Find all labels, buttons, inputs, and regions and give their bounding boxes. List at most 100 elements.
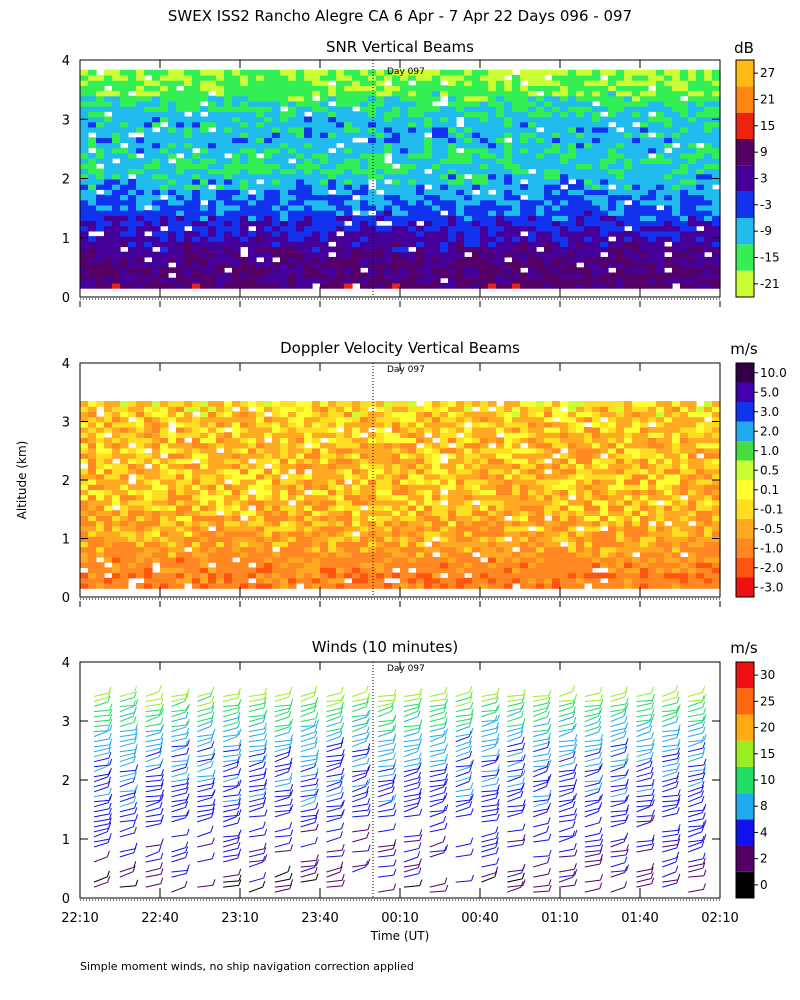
- heatmap-cell: [464, 473, 473, 480]
- heatmap-cell: [160, 142, 169, 149]
- heatmap-cell: [160, 572, 169, 579]
- heatmap-cell: [440, 416, 449, 423]
- heatmap-cell: [368, 437, 377, 444]
- heatmap-cell: [112, 572, 121, 579]
- heatmap-cell: [344, 536, 353, 542]
- heatmap-cell: [400, 262, 409, 268]
- heatmap-cell: [88, 199, 97, 206]
- heatmap-cell: [496, 199, 505, 206]
- heatmap-cell: [656, 251, 665, 258]
- heatmap-cell: [456, 557, 465, 563]
- heatmap-cell: [664, 100, 673, 107]
- heatmap-cell: [416, 432, 425, 438]
- heatmap-cell: [224, 515, 233, 522]
- heatmap-cell: [192, 484, 201, 490]
- heatmap-cell: [176, 256, 185, 263]
- heatmap-cell: [208, 463, 217, 470]
- heatmap-cell: [280, 241, 289, 248]
- heatmap-cell: [552, 116, 561, 123]
- heatmap-cell: [432, 236, 441, 242]
- heatmap-cell: [416, 215, 425, 222]
- heatmap-cell: [104, 557, 113, 563]
- heatmap-cell: [232, 163, 241, 170]
- heatmap-cell: [272, 204, 281, 211]
- heatmap-cell: [664, 204, 673, 211]
- heatmap-cell: [552, 262, 561, 268]
- heatmap-cell: [616, 163, 625, 170]
- heatmap-cell: [144, 416, 153, 423]
- heatmap-cell: [392, 74, 401, 81]
- heatmap-cell: [240, 437, 249, 444]
- heatmap-cell: [256, 126, 265, 133]
- heatmap-cell: [240, 567, 249, 574]
- heatmap-cell: [624, 194, 633, 201]
- heatmap-cell: [368, 215, 377, 222]
- heatmap-cell: [336, 557, 345, 563]
- heatmap-cell: [120, 427, 129, 433]
- heatmap-cell: [576, 277, 585, 284]
- heatmap-cell: [408, 121, 417, 128]
- heatmap-cell: [336, 551, 345, 558]
- heatmap-cell: [528, 178, 537, 185]
- heatmap-cell: [112, 189, 121, 196]
- heatmap-cell: [648, 178, 657, 185]
- heatmap-cell: [160, 562, 169, 568]
- heatmap-cell: [664, 69, 673, 76]
- heatmap-cell: [264, 562, 273, 568]
- heatmap-cell: [384, 536, 393, 542]
- heatmap-cell: [264, 447, 273, 454]
- heatmap-cell: [704, 277, 713, 284]
- heatmap-cell: [256, 121, 265, 128]
- heatmap-cell: [296, 489, 305, 496]
- heatmap-cell: [232, 85, 241, 92]
- heatmap-cell: [96, 494, 105, 501]
- heatmap-cell: [304, 427, 313, 433]
- heatmap-cell: [424, 236, 433, 242]
- heatmap-cell: [88, 432, 97, 438]
- heatmap-cell: [560, 142, 569, 149]
- heatmap-cell: [192, 562, 201, 568]
- heatmap-cell: [128, 152, 137, 159]
- heatmap-cell: [192, 515, 201, 522]
- heatmap-cell: [416, 178, 425, 185]
- heatmap-cell: [328, 277, 337, 284]
- heatmap-cell: [536, 199, 545, 206]
- heatmap-cell: [248, 499, 257, 506]
- heatmap-cell: [240, 473, 249, 480]
- heatmap-cell: [176, 401, 185, 407]
- heatmap-cell: [256, 210, 265, 216]
- heatmap-cell: [536, 241, 545, 248]
- heatmap-cell: [400, 194, 409, 201]
- heatmap-cell: [656, 158, 665, 164]
- heatmap-cell: [480, 163, 489, 170]
- heatmap-cell: [544, 100, 553, 107]
- heatmap-cell: [224, 546, 233, 553]
- heatmap-cell: [480, 90, 489, 97]
- heatmap-cell: [208, 158, 217, 164]
- heatmap-cell: [264, 432, 273, 438]
- heatmap-cell: [168, 256, 177, 263]
- heatmap-cell: [432, 510, 441, 516]
- heatmap-cell: [456, 468, 465, 475]
- heatmap-cell: [592, 251, 601, 258]
- heatmap-cell: [192, 189, 201, 196]
- heatmap-cell: [552, 204, 561, 211]
- heatmap-cell: [704, 215, 713, 222]
- heatmap-cell: [432, 204, 441, 211]
- heatmap-cell: [680, 178, 689, 185]
- heatmap-cell: [120, 158, 129, 164]
- heatmap-cell: [104, 90, 113, 97]
- heatmap-cell: [448, 256, 457, 263]
- heatmap-cell: [432, 531, 441, 537]
- colorbar-swatch: [736, 270, 754, 297]
- heatmap-cell: [544, 85, 553, 92]
- heatmap-cell: [320, 267, 329, 274]
- heatmap-cell: [416, 567, 425, 574]
- heatmap-cell: [336, 100, 345, 107]
- heatmap-cell: [104, 241, 113, 248]
- heatmap-cell: [272, 69, 281, 76]
- heatmap-cell: [432, 147, 441, 154]
- heatmap-cell: [264, 132, 273, 138]
- heatmap-cell: [240, 536, 249, 542]
- heatmap-cell: [408, 142, 417, 149]
